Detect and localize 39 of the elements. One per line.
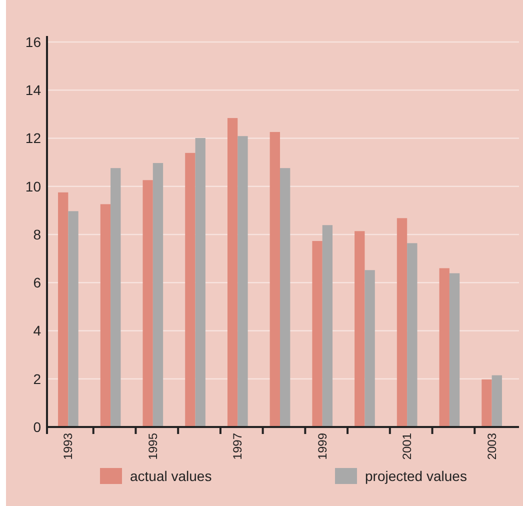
bar — [354, 231, 365, 427]
bar — [364, 270, 375, 427]
x-tick-label: 1999 — [315, 432, 330, 460]
bar — [227, 118, 238, 427]
bar — [439, 268, 450, 427]
y-tick-label: 12 — [25, 130, 42, 146]
bar — [238, 136, 248, 427]
x-tick-label: 1993 — [61, 432, 76, 460]
bar — [142, 180, 153, 427]
bar — [407, 243, 418, 427]
bar — [58, 192, 68, 427]
y-tick-label: 8 — [33, 226, 42, 242]
y-tick-label: 10 — [25, 178, 42, 194]
x-tick-label: 2003 — [484, 432, 499, 460]
bar — [270, 132, 280, 427]
x-tick-label: 1995 — [146, 432, 160, 460]
y-tick-label: 16 — [25, 34, 42, 50]
y-tick-label: 14 — [25, 82, 42, 98]
bar — [482, 379, 492, 427]
bar — [100, 204, 111, 427]
bar — [185, 152, 196, 427]
y-tick-label: 2 — [33, 370, 42, 387]
bar — [110, 168, 121, 427]
bar — [195, 138, 206, 427]
bar — [322, 225, 333, 427]
bar — [449, 273, 460, 427]
y-tick-label: 0 — [33, 418, 42, 435]
x-tick-label: 1997 — [230, 432, 245, 460]
legend-label: actual values — [130, 468, 212, 484]
bar — [152, 163, 164, 427]
bar — [396, 218, 408, 427]
bar — [68, 211, 78, 427]
bar — [492, 375, 502, 427]
y-tick-label: 4 — [33, 322, 42, 339]
x-tick-label: 2001 — [400, 432, 414, 460]
y-tick-label: 6 — [33, 274, 42, 291]
bar — [312, 240, 322, 427]
legend-label: projected values — [365, 468, 467, 484]
bar — [280, 168, 290, 427]
